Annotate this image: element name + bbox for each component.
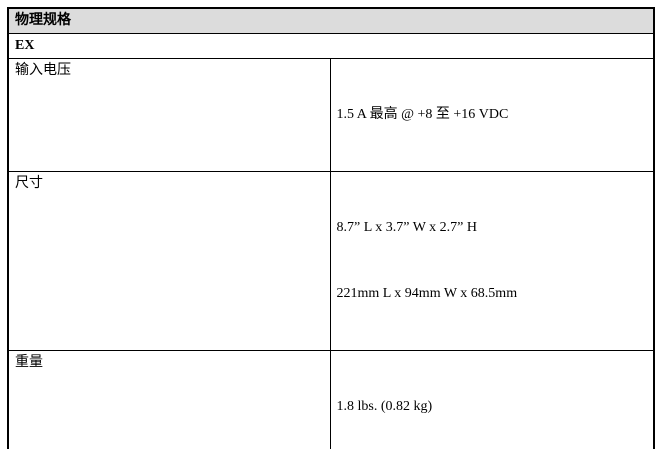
spec-label: 输入电压 — [7, 58, 331, 172]
value-line: 1.8 lbs. (0.82 kg) — [336, 399, 433, 414]
spec-row-weight-ex: 重量 1.8 lbs. (0.82 kg) — [7, 350, 655, 449]
spec-label: 重量 — [7, 350, 331, 449]
value-line: 221mm L x 94mm W x 68.5mm — [336, 286, 518, 301]
table-header-row: 物理规格 — [7, 7, 655, 34]
spec-row-input-voltage-ex: 输入电压 1.5 A 最高 @ +8 至 +16 VDC — [7, 58, 655, 172]
spec-value: 1.8 lbs. (0.82 kg) — [329, 350, 655, 449]
physical-specs-table: 物理规格 EX 输入电压 1.5 A 最高 @ +8 至 +16 VDC 尺寸 … — [7, 7, 656, 449]
spec-value: 8.7” L x 3.7” W x 2.7” H 221mm L x 94mm … — [329, 171, 655, 351]
value-line: 8.7” L x 3.7” W x 2.7” H — [336, 220, 478, 235]
section-label-ex: EX — [7, 33, 655, 59]
spec-label: 尺寸 — [7, 171, 331, 351]
spec-value: 1.5 A 最高 @ +8 至 +16 VDC — [329, 58, 655, 172]
table-title: 物理规格 — [7, 7, 655, 34]
value-line: 1.5 A 最高 @ +8 至 +16 VDC — [336, 107, 509, 122]
spec-row-dimensions-ex: 尺寸 8.7” L x 3.7” W x 2.7” H 221mm L x 94… — [7, 171, 655, 351]
section-row-ex: EX — [7, 33, 655, 59]
